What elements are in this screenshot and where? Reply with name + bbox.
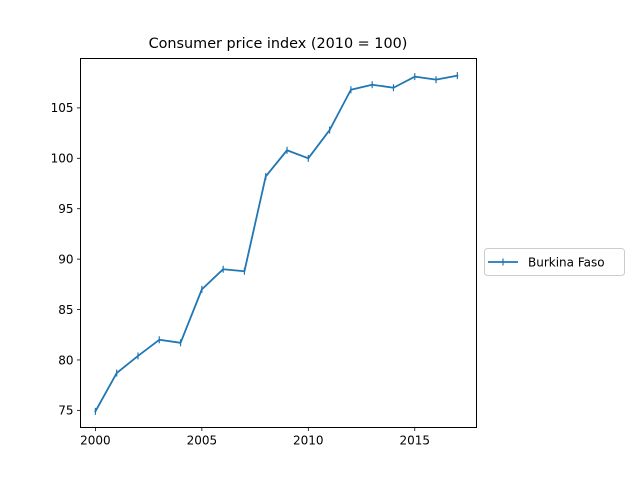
legend-box <box>484 248 625 276</box>
y-tick-label: 85 <box>58 303 73 317</box>
x-tick-label: 2000 <box>80 434 111 448</box>
x-tick-label: 2005 <box>187 434 218 448</box>
series-layer <box>94 72 459 415</box>
axes-frame <box>80 58 477 428</box>
y-tick-label: 90 <box>58 252 73 266</box>
y-tick-label: 100 <box>51 152 74 166</box>
y-tick-label: 75 <box>58 404 73 418</box>
y-tick-label: 105 <box>51 101 74 115</box>
y-tick-label: 95 <box>58 202 73 216</box>
legend-label: Burkina Faso <box>528 256 605 270</box>
plot-area <box>80 58 477 428</box>
x-tick-label: 2010 <box>293 434 324 448</box>
x-axis: 2000 2005 2010 2015 <box>80 427 430 448</box>
legend: Burkina Faso <box>484 248 625 276</box>
chart-title: Consumer price index (2010 = 100) <box>149 36 408 52</box>
y-axis: 75 80 85 90 95 100 105 <box>51 101 81 418</box>
x-tick-label: 2015 <box>399 434 430 448</box>
series-line <box>94 74 459 413</box>
y-tick-label: 80 <box>58 353 73 367</box>
